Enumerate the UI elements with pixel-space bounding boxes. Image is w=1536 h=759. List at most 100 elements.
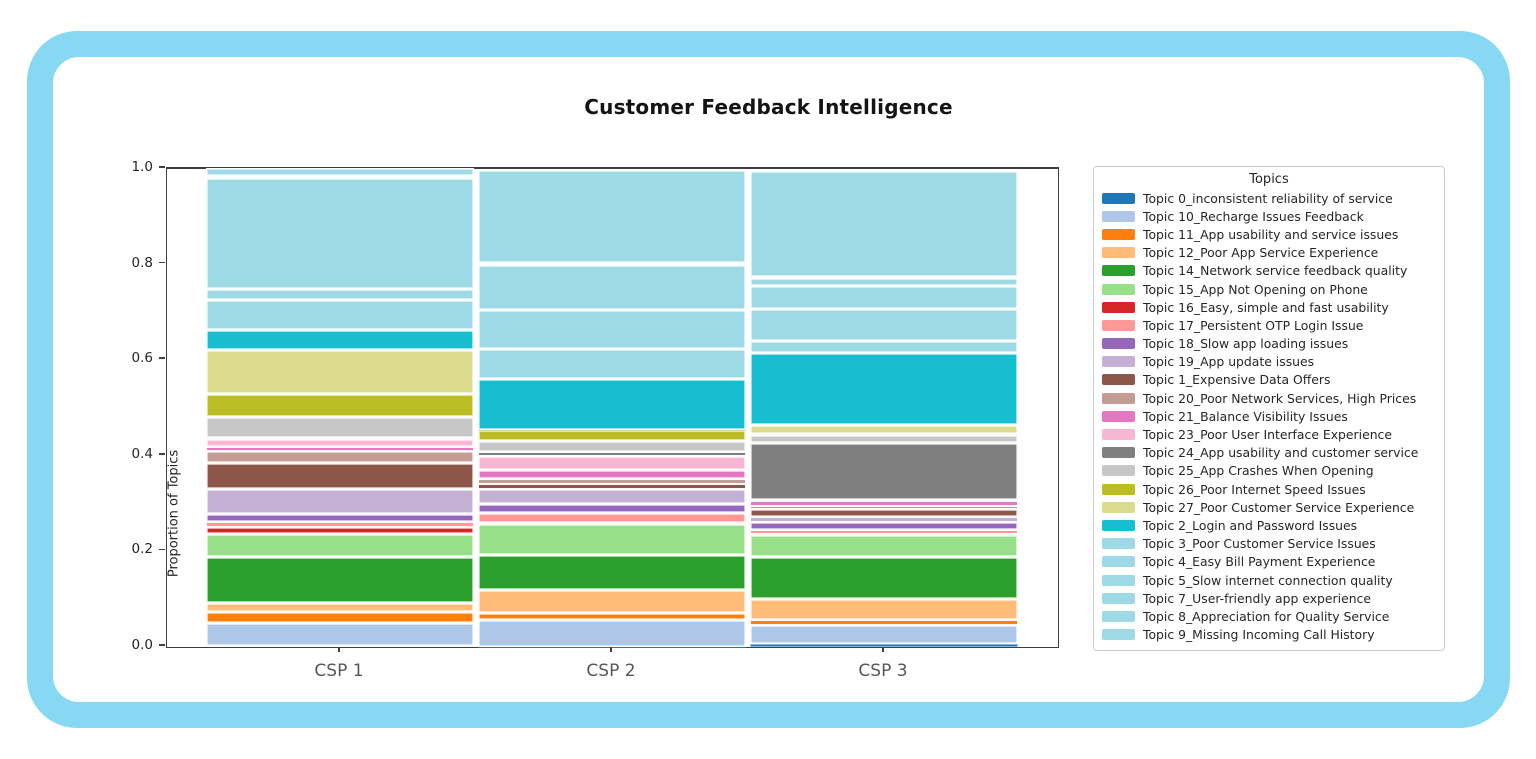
legend-item-label: Topic 14_Network service feedback qualit… [1143,263,1408,279]
y-tick-label: 0.6 [131,350,153,367]
legend-item-label: Topic 1_Expensive Data Offers [1143,372,1331,388]
bar-segment [750,340,1018,353]
legend-item: Topic 24_App usability and customer serv… [1102,444,1436,462]
bar-segment [750,285,1018,309]
bar-segment [750,276,1018,278]
legend-color-swatch [1102,192,1135,204]
legend-color-swatch [1102,610,1135,622]
bar-segment [750,534,1018,536]
bar-segment [478,349,746,380]
legend-item-label: Topic 20_Poor Network Services, High Pri… [1143,390,1417,406]
bar-segment [750,308,1018,341]
bar-segment [206,557,474,604]
bar-segment [206,646,474,647]
x-tick-label: CSP 1 [314,661,364,681]
bar-segment [478,470,746,480]
legend-color-swatch [1102,519,1135,531]
legend-item-label: Topic 17_Persistent OTP Login Issue [1143,317,1364,333]
bar-segment [478,484,746,489]
legend-item-label: Topic 18_Slow app loading issues [1143,336,1349,352]
legend-item-label: Topic 19_App update issues [1143,354,1315,370]
bar-segment [206,527,474,535]
y-tick-label: 1.0 [131,159,153,175]
bar-segment [206,299,474,330]
bar-segment [206,514,474,523]
bar-segment [206,329,474,350]
legend-color-swatch [1102,538,1135,550]
bar-segment [478,430,746,441]
legend-color-swatch [1102,356,1135,368]
legend-color-swatch [1102,228,1135,240]
legend-item: Topic 18_Slow app loading issues [1102,335,1436,353]
bar-segment [750,599,1018,621]
bar-segment [750,442,1018,500]
legend-color-swatch [1102,392,1135,404]
bar-segment [750,499,1018,501]
bar-segment [206,416,474,438]
bar-segment [750,277,1018,286]
bar-segment [206,349,474,394]
bar-segment [750,434,1018,443]
bar-segment [750,644,1018,647]
legend-item: Topic 17_Persistent OTP Login Issue [1102,316,1436,334]
x-tick-label: CSP 3 [858,661,908,681]
legend-item: Topic 11_App usability and service issue… [1102,225,1436,243]
legend-color-swatch [1102,283,1135,295]
legend-item: Topic 8_Appreciation for Quality Service [1102,607,1436,625]
bar-segment [478,619,746,647]
y-axis-title: Proportion of Topics [166,449,182,578]
bar-segment [478,503,746,513]
bar-segment [206,438,474,447]
bar-segment [206,534,474,558]
y-tick-mark [159,166,165,168]
legend-item-label: Topic 24_App usability and customer serv… [1143,445,1419,461]
legend-item: Topic 14_Network service feedback qualit… [1102,262,1436,280]
bar-segment [206,177,474,290]
legend-color-swatch [1102,374,1135,386]
legend-item-label: Topic 3_Poor Customer Service Issues [1143,536,1376,552]
y-tick-label: 0.4 [131,445,153,462]
legend-item: Topic 20_Poor Network Services, High Pri… [1102,389,1436,407]
y-tick-label: 0.8 [131,254,153,271]
legend-item: Topic 7_User-friendly app experience [1102,589,1436,607]
bar-segment [750,505,1018,510]
legend-item: Topic 10_Recharge Issues Feedback [1102,207,1436,225]
x-tick-label: CSP 2 [586,661,636,681]
bar-segment [206,446,474,451]
legend-color-swatch [1102,338,1135,350]
legend-item-label: Topic 10_Recharge Issues Feedback [1143,208,1364,224]
bar-segment [206,393,474,417]
legend-color-swatch [1102,210,1135,222]
legend-item: Topic 1_Expensive Data Offers [1102,371,1436,389]
bar-segment [478,612,746,620]
bar-segment [750,557,1018,600]
bar-segment [750,522,1018,531]
legend-color-swatch [1102,592,1135,604]
legend-item: Topic 26_Poor Internet Speed Issues [1102,480,1436,498]
bar-segment [206,522,474,528]
legend-color-swatch [1102,265,1135,277]
plot-area: Proportion of Topics [166,167,1059,648]
bar-segment [478,263,746,265]
legend-color-swatch [1102,465,1135,477]
bar-segment [478,264,746,266]
bar-segment [206,489,474,515]
bar-segment [750,625,1018,645]
legend-color-swatch [1102,410,1135,422]
legend-item: Topic 4_Easy Bill Payment Experience [1102,553,1436,571]
bar-segment [750,535,1018,558]
legend-box: Topics Topic 0_inconsistent reliability … [1093,166,1445,651]
legend-item-label: Topic 16_Easy, simple and fast usability [1143,299,1389,315]
bar-segment [206,437,474,439]
bar-segment [750,352,1018,425]
legend-item-label: Topic 15_App Not Opening on Phone [1143,281,1368,297]
legend-item: Topic 19_App update issues [1102,353,1436,371]
legend-item-label: Topic 5_Slow internet connection quality [1143,572,1393,588]
legend-title: Topics [1249,172,1289,187]
bar-segment [750,530,1018,535]
legend-color-swatch [1102,629,1135,641]
legend-color-swatch [1102,483,1135,495]
legend-item: Topic 0_inconsistent reliability of serv… [1102,189,1436,207]
legend-item-label: Topic 27_Poor Customer Service Experienc… [1143,499,1415,515]
bar-segment [750,424,1018,434]
